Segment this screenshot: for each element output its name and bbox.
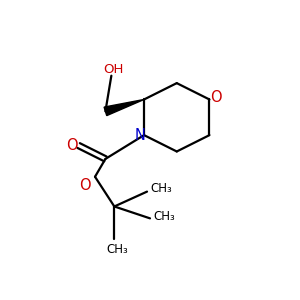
Text: CH₃: CH₃ bbox=[153, 210, 175, 224]
Text: O: O bbox=[79, 178, 90, 193]
Text: O: O bbox=[66, 138, 78, 153]
Text: OH: OH bbox=[103, 63, 124, 76]
Text: O: O bbox=[210, 90, 222, 105]
Polygon shape bbox=[104, 100, 144, 116]
Text: N: N bbox=[135, 128, 146, 142]
Text: CH₃: CH₃ bbox=[150, 182, 172, 195]
Text: CH₃: CH₃ bbox=[106, 243, 128, 256]
